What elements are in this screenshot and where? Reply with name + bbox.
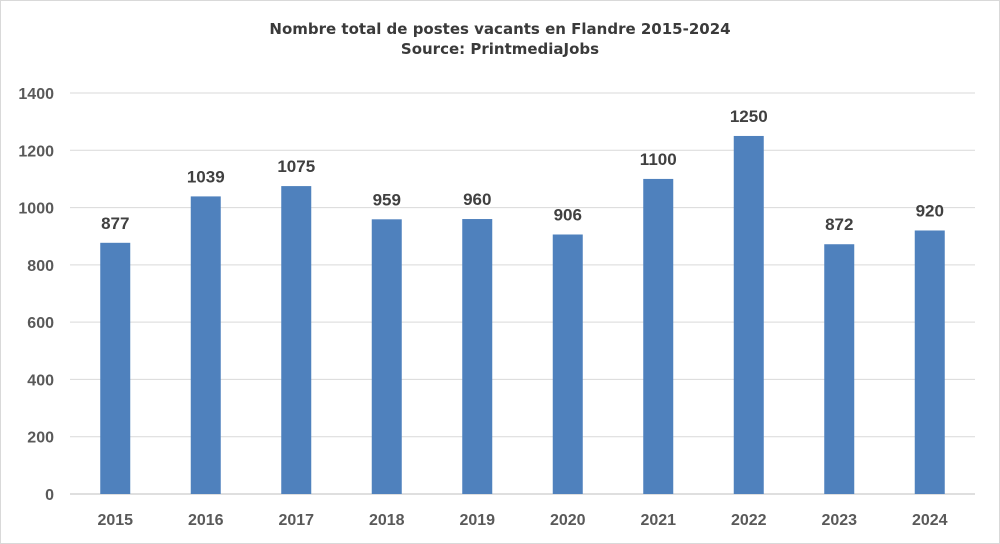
bar-2015: [100, 242, 131, 494]
data-label: 960: [463, 190, 491, 209]
y-axis-ticks: 0 200 400 600 800 1000 1200 1400: [18, 86, 54, 504]
y-tick-label: 1000: [18, 201, 54, 218]
data-label: 1100: [640, 150, 677, 169]
bars: [100, 135, 945, 495]
x-tick-label: 2016: [188, 512, 224, 529]
x-tick-label: 2024: [912, 512, 948, 529]
y-tick-label: 1200: [18, 143, 54, 160]
x-tick-label: 2017: [278, 512, 314, 529]
x-axis-ticks: 2015 2016 2017 2018 2019 2020 2021 2022 2023 2024: [97, 512, 947, 529]
bar-2023: [824, 244, 855, 494]
data-label: 920: [916, 201, 944, 220]
chart-subtitle: Source: PrintmediaJobs: [400, 40, 600, 58]
bar-2016: [190, 196, 221, 495]
x-tick-label: 2020: [550, 512, 586, 529]
x-tick-label: 2023: [821, 512, 857, 529]
data-label: 877: [101, 214, 129, 233]
bar-2018: [371, 219, 402, 494]
bar-2024: [914, 230, 945, 494]
x-tick-label: 2018: [369, 512, 405, 529]
data-label: 906: [554, 205, 582, 224]
y-tick-label: 400: [27, 372, 54, 389]
data-label: 959: [373, 190, 401, 209]
y-tick-label: 600: [27, 315, 54, 332]
x-tick-label: 2019: [459, 512, 495, 529]
y-tick-label: 200: [27, 430, 54, 447]
x-tick-label: 2022: [731, 512, 767, 529]
data-label: 1039: [187, 167, 225, 186]
data-label: 872: [825, 215, 853, 234]
gridlines: [70, 92, 975, 495]
bar-2019: [462, 219, 493, 494]
data-label: 1250: [730, 107, 768, 126]
bar-2020: [552, 234, 583, 494]
y-tick-label: 1400: [18, 86, 54, 103]
data-label: 1075: [277, 157, 315, 176]
bar-2017: [281, 186, 312, 494]
x-tick-label: 2021: [640, 512, 676, 529]
bar-2021: [643, 178, 674, 494]
data-labels: 877 1039 1075 959 960 906 1100 1250 872 920: [101, 107, 944, 234]
y-tick-label: 0: [45, 487, 54, 504]
chart-title: Nombre total de postes vacants en Flandr…: [269, 20, 731, 38]
y-tick-label: 800: [27, 258, 54, 275]
bar-2022: [733, 135, 764, 494]
x-tick-label: 2015: [97, 512, 133, 529]
